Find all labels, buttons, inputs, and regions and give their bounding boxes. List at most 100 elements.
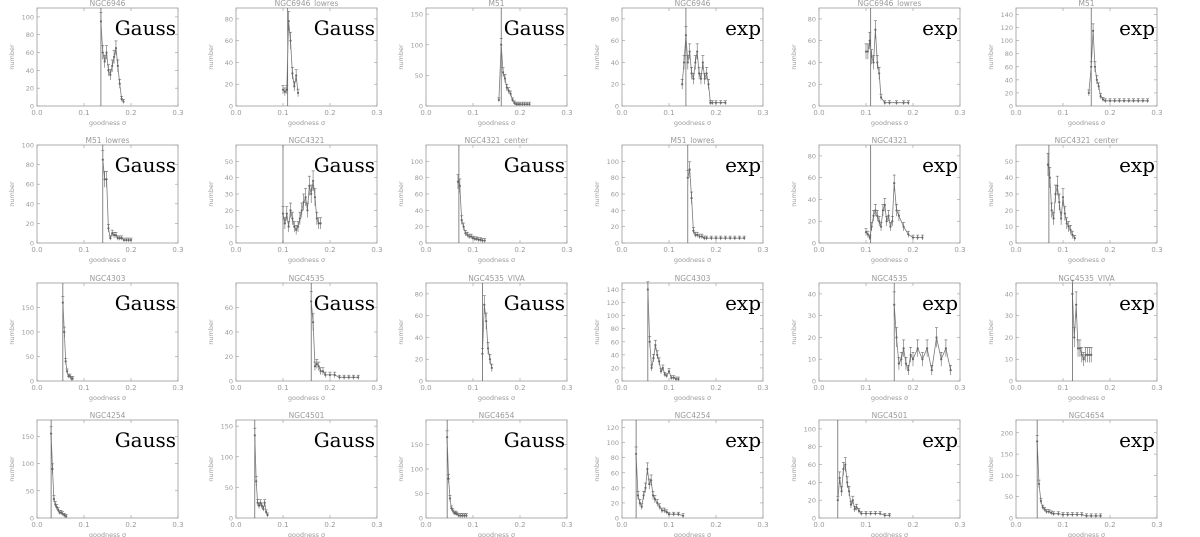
x-tick-label: 0.1 (860, 246, 871, 254)
data-point (719, 237, 722, 240)
data-point (1123, 99, 1126, 102)
y-tick-label: 0 (812, 378, 816, 386)
data-point (682, 61, 686, 64)
y-tick-label: 0 (229, 515, 233, 523)
chart-title: NGC4321 (872, 136, 908, 145)
x-tick-label: 0.3 (371, 246, 382, 254)
data-point (893, 303, 896, 306)
x-tick-label: 0.0 (230, 246, 241, 254)
y-tick-label: 50 (415, 490, 423, 498)
data-point (287, 225, 290, 228)
data-point (291, 72, 294, 75)
data-point (283, 222, 286, 225)
y-tick-label: 40 (225, 174, 233, 182)
data-point (640, 505, 643, 508)
x-tick-label: 0.0 (813, 109, 824, 117)
data-point (451, 509, 454, 512)
x-tick-label: 0.3 (954, 521, 965, 529)
chart-title: NGC4535_VIVA (468, 274, 525, 283)
data-point (1066, 513, 1069, 516)
x-axis-label: goodness σ (674, 256, 711, 264)
y-tick-label: 20 (611, 223, 619, 231)
data-point (876, 61, 879, 64)
data-point (468, 235, 471, 238)
data-point (636, 494, 640, 497)
y-tick-label: 40 (808, 196, 816, 204)
plot-frame (818, 144, 961, 244)
data-point (65, 515, 68, 518)
data-point (298, 217, 302, 220)
x-tick-label: 0.2 (1104, 384, 1115, 392)
fit-method-label: Gauss (115, 153, 176, 177)
x-tick-label: 0.0 (813, 384, 824, 392)
x-tick-label: 0.3 (371, 384, 382, 392)
y-axis-label: number (790, 181, 798, 207)
data-point (729, 237, 732, 240)
data-point (256, 501, 259, 504)
x-axis-label: goodness σ (674, 394, 711, 402)
chart-title: NGC6946_lowres (858, 0, 922, 8)
data-point (697, 72, 701, 75)
data-point (1132, 99, 1135, 102)
y-tick-label: 20 (26, 220, 34, 228)
x-tick-label: 0.3 (561, 246, 572, 254)
data-point (257, 504, 261, 507)
data-point (459, 514, 462, 517)
data-point (878, 220, 881, 223)
data-point (1113, 99, 1116, 102)
y-tick-label: 60 (415, 191, 423, 199)
data-point (324, 373, 327, 376)
x-tick-label: 0.1 (467, 109, 478, 117)
y-tick-label: 40 (611, 484, 619, 492)
y-tick-label: 20 (611, 499, 619, 507)
data-point (864, 512, 868, 515)
data-point (306, 209, 309, 212)
y-tick-label: 60 (808, 461, 816, 469)
data-point (1076, 513, 1079, 516)
data-point (1069, 228, 1072, 232)
chart-title: NGC4321_center (1055, 136, 1120, 145)
fit-method-label: exp (922, 428, 958, 452)
data-point (501, 71, 505, 74)
data-point (1060, 217, 1063, 220)
data-point (677, 377, 680, 381)
data-point (701, 61, 704, 64)
y-tick-label: 120 (607, 424, 619, 432)
fit-method-label: exp (725, 153, 761, 177)
x-tick-label: 0.3 (172, 246, 183, 254)
y-tick-label: 30 (1005, 312, 1013, 320)
data-point (1052, 512, 1055, 515)
data-point (1052, 217, 1055, 220)
x-tick-label: 0.2 (1104, 521, 1115, 529)
x-tick-label: 0.2 (710, 109, 721, 117)
data-point (311, 321, 315, 324)
data-point (310, 192, 313, 196)
data-point (333, 373, 336, 376)
data-point (654, 343, 657, 347)
data-point (1071, 292, 1074, 295)
data-point (681, 83, 684, 86)
y-tick-label: 20 (1005, 207, 1013, 215)
data-point (907, 233, 910, 236)
x-tick-label: 0.2 (324, 521, 335, 529)
data-point (1137, 99, 1140, 102)
data-point (319, 370, 322, 373)
y-tick-label: 0 (229, 103, 233, 111)
data-point (127, 238, 130, 242)
data-point (665, 510, 668, 514)
y-tick-label: 20 (808, 497, 816, 505)
data-point (674, 377, 678, 381)
data-point (860, 512, 863, 515)
data-point (1067, 225, 1070, 228)
data-point (893, 182, 896, 185)
x-axis-label: goodness σ (478, 531, 515, 537)
x-axis-label: goodness σ (1068, 394, 1105, 402)
data-point (1080, 353, 1083, 356)
fit-method-label: exp (725, 291, 761, 315)
y-tick-label: 50 (225, 158, 233, 166)
x-tick-label: 0.3 (954, 384, 965, 392)
data-point (703, 77, 706, 80)
data-point (462, 225, 465, 228)
data-point (1061, 196, 1065, 199)
x-tick-label: 0.1 (663, 384, 674, 392)
